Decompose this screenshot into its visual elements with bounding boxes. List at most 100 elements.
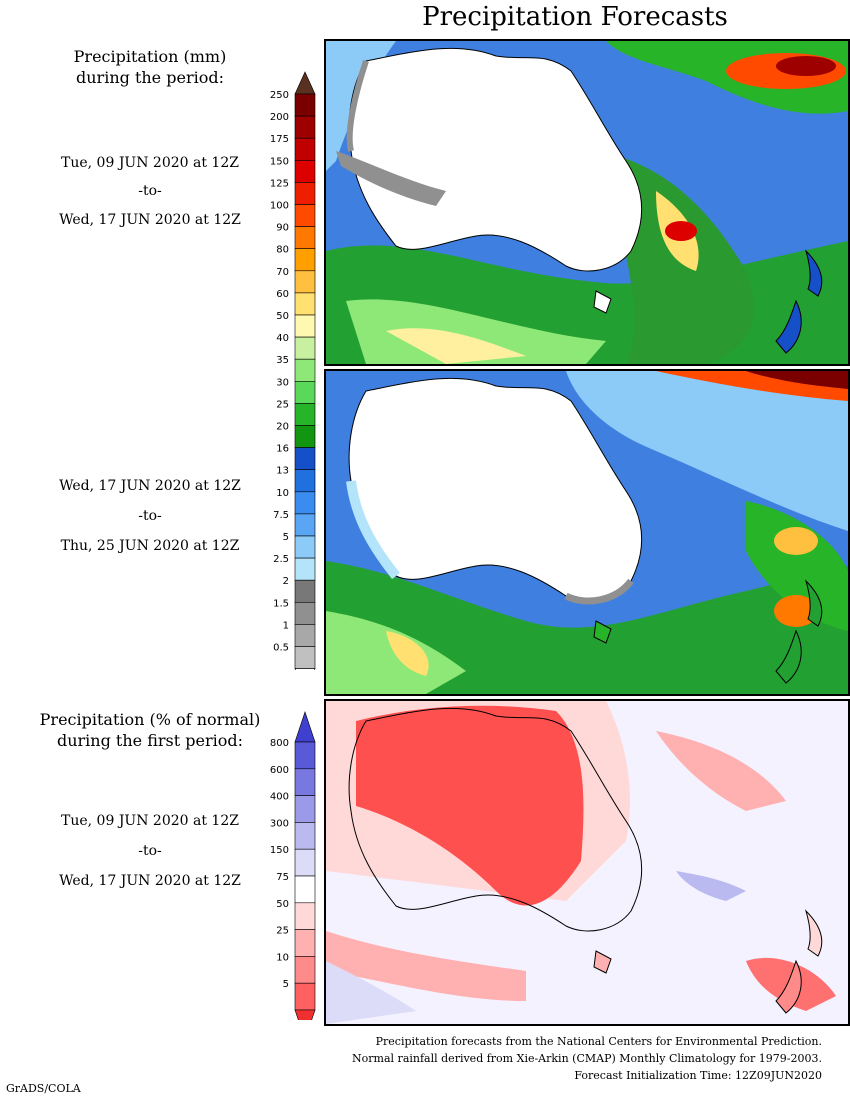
scale-swatch: [294, 513, 316, 537]
scale-tick-label: 1: [283, 620, 289, 631]
map-panel-period1: [324, 39, 850, 366]
footer-line2: Normal rainfall derived from Xie-Arkin (…: [352, 1052, 822, 1065]
map-panel-period2: [324, 369, 850, 696]
scale-tick-label: 5: [283, 979, 289, 990]
precip-map-period1: [326, 41, 848, 364]
page-title: Precipitation Forecasts: [422, 2, 728, 32]
scale-tick-label: 150: [270, 156, 289, 167]
scale-tick-label: 60: [276, 289, 289, 300]
scale-swatch: [294, 447, 316, 471]
scale-tick-label: 35: [276, 355, 289, 366]
percent-section-title: Precipitation (% of normal) during the f…: [0, 709, 300, 751]
scale-top-cap: [294, 71, 316, 95]
scale-tick-label: 80: [276, 245, 289, 256]
scale-swatch: [294, 425, 316, 448]
precip-map-period2: [326, 371, 848, 694]
scale-top-cap: [294, 711, 316, 743]
scale-swatch: [294, 403, 316, 426]
scale-tick-label: 1.5: [273, 598, 289, 609]
period2-sep: -to-: [138, 508, 162, 524]
scale-tick-label: 25: [276, 399, 289, 410]
footer-line3: Forecast Initialization Time: 12Z09JUN20…: [574, 1069, 822, 1082]
scale-swatch: [294, 182, 316, 205]
scale-swatch: [294, 557, 316, 581]
scale-swatch: [294, 875, 316, 904]
scale-swatch: [294, 270, 316, 294]
scale-swatch: [294, 535, 316, 559]
period2-start: Wed, 17 JUN 2020 at 12Z: [59, 478, 241, 494]
period1-start: Tue, 09 JUN 2020 at 12Z: [61, 155, 239, 171]
percent-color-scale: 800 600 400 300 150 75 50 25 10 5: [270, 711, 316, 1020]
scale-tick-label: 13: [276, 466, 289, 477]
scale-tick-label: 20: [276, 422, 289, 433]
period1-sep: -to-: [138, 183, 162, 199]
scale-tick-label: 300: [270, 818, 289, 829]
scale-bottom-cap: [294, 1009, 316, 1020]
scale-tick-label: 400: [270, 792, 289, 803]
scale-swatch: [294, 902, 316, 930]
percent-title-line1: Precipitation (% of normal): [39, 710, 261, 729]
scale-bottom-cap: [294, 668, 316, 670]
scale-swatch: [294, 848, 316, 877]
scale-swatch: [294, 491, 316, 515]
scale-tick-label: 50: [276, 311, 289, 322]
scale-tick-label: 200: [270, 112, 289, 123]
percent-period-sep: -to-: [138, 843, 162, 859]
scale-tick-label: 150: [270, 845, 289, 856]
scale-tick-label: 16: [276, 444, 289, 455]
scale-tick-label: 30: [276, 377, 289, 388]
scale-swatch: [294, 292, 316, 316]
footer-line1: Precipitation forecasts from the Nationa…: [375, 1035, 822, 1048]
amount-title-line1: Precipitation (mm): [73, 47, 227, 66]
amount-title-line2: during the period:: [76, 68, 224, 87]
scale-tick-label: 250: [270, 90, 289, 101]
percent-period-start: Tue, 09 JUN 2020 at 12Z: [61, 813, 239, 829]
amount-section-title: Precipitation (mm) during the period:: [0, 46, 300, 88]
scale-swatch: [294, 956, 316, 984]
scale-swatch: [294, 160, 316, 183]
scale-swatch: [294, 358, 316, 382]
scale-tick-label: 90: [276, 223, 289, 234]
map-panel-percent-normal: [324, 699, 850, 1026]
scale-tick-label: 75: [276, 872, 289, 883]
scale-tick-label: 0.5: [273, 643, 289, 654]
percent-title-line2: during the first period:: [56, 731, 244, 750]
scale-tick-label: 10: [276, 488, 289, 499]
scale-swatch: [294, 795, 316, 823]
scale-tick-label: 600: [270, 765, 289, 776]
scale-tick-label: 100: [270, 201, 289, 212]
scale-tick-label: 50: [276, 899, 289, 910]
scale-tick-label: 7.5: [273, 510, 289, 521]
percent-normal-map: [326, 701, 848, 1024]
scale-swatch: [294, 248, 316, 272]
scale-tick-label: 2.5: [273, 554, 289, 565]
scale-swatch: [294, 601, 316, 625]
scale-swatch: [294, 646, 316, 669]
scale-swatch: [294, 204, 316, 227]
scale-tick-label: 800: [270, 738, 289, 749]
scale-swatch: [294, 380, 316, 404]
scale-swatch: [294, 336, 316, 360]
scale-tick-label: 70: [276, 267, 289, 278]
scale-swatch: [294, 929, 316, 957]
scale-swatch: [294, 469, 316, 493]
scale-swatch: [294, 982, 316, 1011]
scale-swatch: [294, 624, 316, 647]
mm-color-scale: 2502001751501251009080706050403530252016…: [270, 71, 316, 670]
scale-tick-label: 25: [276, 926, 289, 937]
scale-tick-label: 5: [283, 532, 289, 543]
scale-swatch: [294, 93, 316, 117]
period1-end: Wed, 17 JUN 2020 at 12Z: [59, 212, 241, 228]
scale-tick-label: 10: [276, 952, 289, 963]
scale-swatch: [294, 768, 316, 796]
scale-swatch: [294, 137, 316, 161]
scale-tick-label: 125: [270, 178, 289, 189]
scale-swatch: [294, 314, 316, 338]
scale-tick-label: 175: [270, 134, 289, 145]
percent-period-end: Wed, 17 JUN 2020 at 12Z: [59, 873, 241, 889]
scale-swatch: [294, 579, 316, 603]
scale-swatch: [294, 822, 316, 850]
scale-tick-label: 2: [283, 576, 289, 587]
period2-end: Thu, 25 JUN 2020 at 12Z: [60, 538, 240, 554]
scale-swatch: [294, 741, 316, 770]
